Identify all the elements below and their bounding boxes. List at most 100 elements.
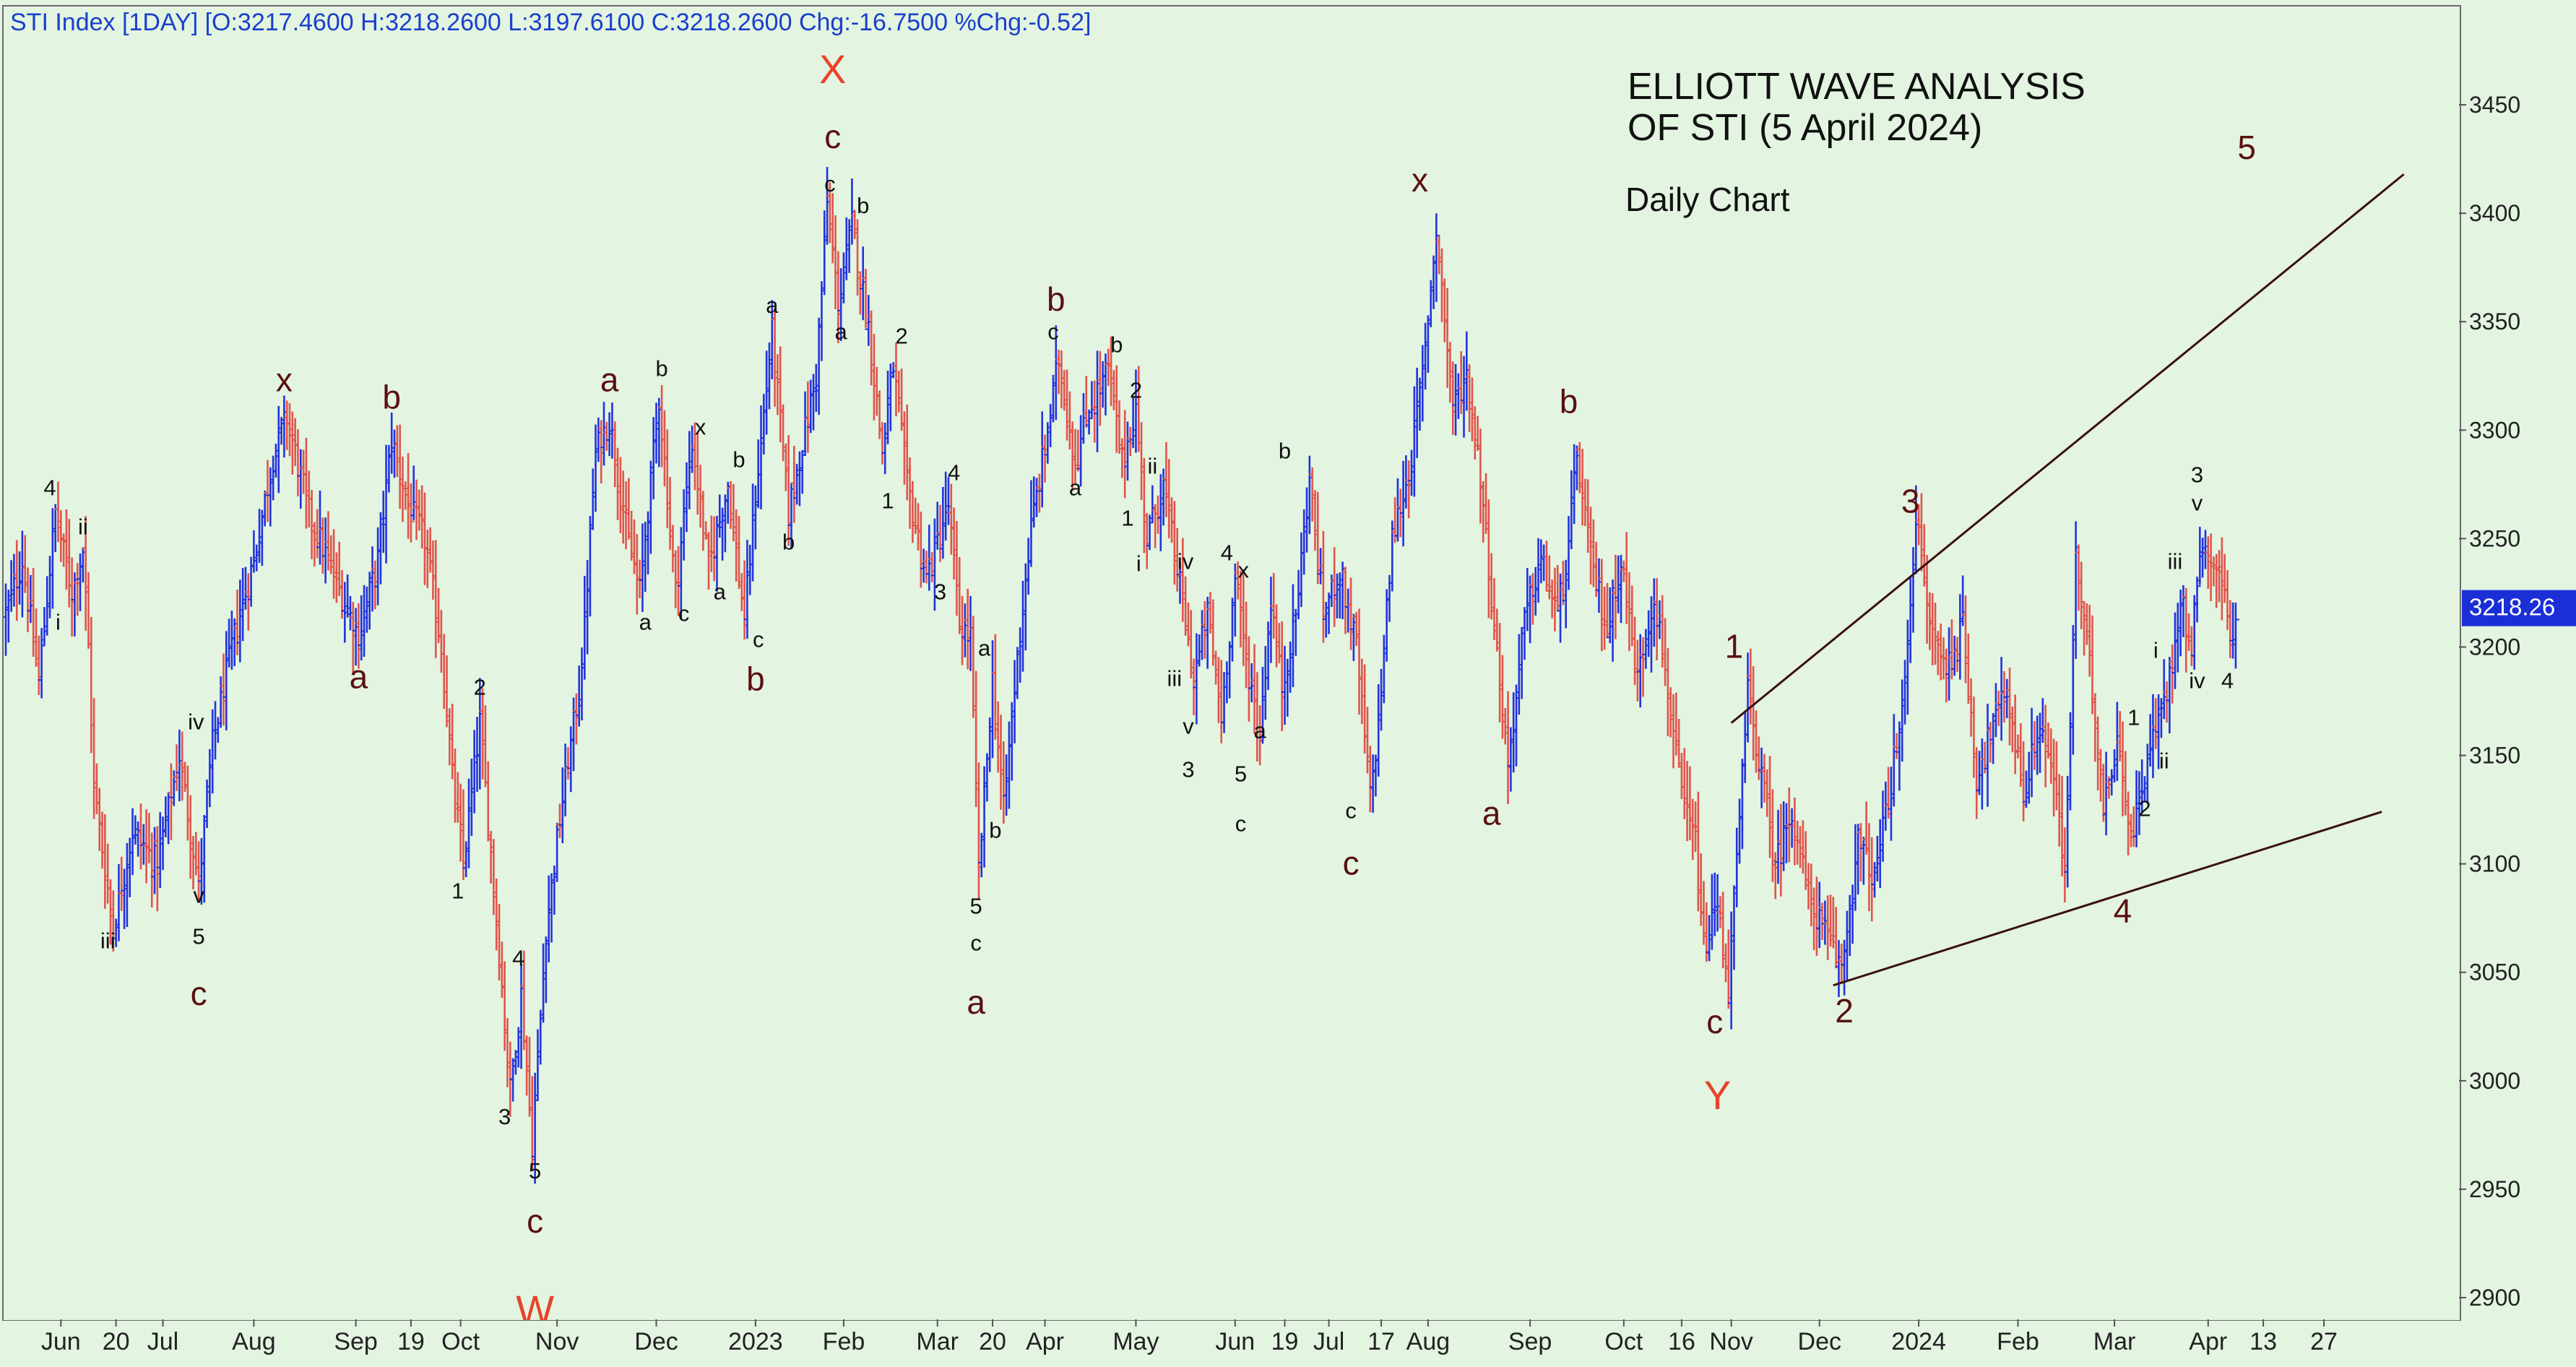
wave-label: 2 xyxy=(474,675,486,700)
wave-label: 1 xyxy=(451,879,464,904)
wave-label: b xyxy=(1279,438,1291,463)
y-tick-label: 3000 xyxy=(2469,1068,2520,1094)
wave-label: 4 xyxy=(948,460,960,485)
wave-label: a xyxy=(1254,718,1267,743)
y-tick-label: 3400 xyxy=(2469,200,2520,226)
wave-label: i xyxy=(56,609,61,634)
x-tick-label: Sep xyxy=(334,1328,378,1355)
x-tick-label: Mar xyxy=(916,1328,959,1355)
chart-header: STI Index [1DAY] [O:3217.4600 H:3218.260… xyxy=(10,9,1091,36)
y-tick-label: 3350 xyxy=(2469,309,2520,335)
wave-label: x xyxy=(695,414,706,439)
price-bar xyxy=(854,219,862,296)
x-tick-label: 20 xyxy=(979,1328,1006,1355)
x-tick-label: Feb xyxy=(823,1328,865,1355)
wave-label: 2 xyxy=(1835,992,1854,1030)
wave-label: 4 xyxy=(1221,540,1233,565)
wave-label: x xyxy=(276,361,293,398)
price-bar xyxy=(1085,409,1093,435)
x-tick-label: 16 xyxy=(1668,1328,1695,1355)
x-tick-label: Oct xyxy=(441,1328,480,1355)
x-tick-label: Nov xyxy=(535,1328,579,1355)
last-price-marker: 3218.26 xyxy=(2462,590,2576,626)
wave-label: c xyxy=(678,600,690,626)
x-tick-label: Dec xyxy=(634,1328,678,1355)
wave-label: 2 xyxy=(895,323,907,348)
x-tick-label: 19 xyxy=(397,1328,425,1355)
wave-label: ii xyxy=(2159,749,2169,774)
chart-subtitle: Daily Chart xyxy=(1625,181,1790,218)
wave-label: i xyxy=(2153,637,2158,663)
wave-label: c xyxy=(753,626,764,652)
wave-label: 4 xyxy=(43,475,56,500)
wave-label: 4 xyxy=(2221,668,2234,694)
wave-label: a xyxy=(766,293,779,318)
y-tick-label: 2900 xyxy=(2469,1285,2520,1311)
wave-label: c xyxy=(1047,319,1059,344)
x-axis: Jun 20 Jul Aug Sep 19 Oct Nov Dec 2023 Feb Mar 20 Apr… xyxy=(41,1319,2338,1355)
wave-label: b xyxy=(1560,382,1578,420)
wave-label: 5 xyxy=(970,894,982,919)
x-tick-label: Jun xyxy=(1215,1328,1255,1355)
wave-label: b xyxy=(746,660,765,698)
wave-label: x xyxy=(1412,161,1428,199)
y-tick-label: 3150 xyxy=(2469,743,2520,769)
wave-label: b xyxy=(656,355,668,381)
wave-label: b xyxy=(782,529,795,554)
wave-label: b xyxy=(1047,280,1066,318)
wave-label: c xyxy=(970,931,982,956)
y-tick-label: 3250 xyxy=(2469,525,2520,551)
wave-label: 3 xyxy=(498,1104,511,1129)
wave-label: b xyxy=(989,818,1001,843)
x-tick-label: 20 xyxy=(103,1328,130,1355)
wave-label: 3 xyxy=(1182,757,1194,782)
wave-label: 5 xyxy=(1235,762,1247,787)
wave-label: c xyxy=(1343,845,1360,882)
wave-label: Y xyxy=(1704,1072,1731,1118)
wave-label: 5 xyxy=(2237,129,2256,166)
chart-title-line2: OF STI (5 April 2024) xyxy=(1628,107,1982,149)
wave-label: X xyxy=(819,46,846,92)
x-tick-label: Jul xyxy=(147,1328,178,1355)
wave-label: iii xyxy=(100,928,116,954)
x-axis-area xyxy=(0,1321,2576,1367)
wave-label: iii xyxy=(1167,666,1183,691)
trendline xyxy=(1833,811,2382,987)
wave-label: ii xyxy=(1147,453,1157,478)
x-tick-label: May xyxy=(1112,1328,1159,1355)
wave-label: 2 xyxy=(1130,377,1142,402)
x-tick-label: 13 xyxy=(2249,1328,2277,1355)
x-tick-label: 19 xyxy=(1271,1328,1299,1355)
price-bar xyxy=(407,483,415,543)
trendline xyxy=(1730,173,2405,724)
wave-label: a xyxy=(978,635,991,660)
x-tick-label: 2023 xyxy=(728,1328,783,1355)
chart-title-line1: ELLIOTT WAVE ANALYSIS xyxy=(1628,66,2086,108)
wave-label: a xyxy=(714,579,727,604)
x-tick-label: Apr xyxy=(1026,1328,1064,1355)
wave-label: ii xyxy=(78,514,88,539)
x-tick-label: Nov xyxy=(1709,1328,1752,1355)
wave-label: iv xyxy=(2189,668,2205,694)
wave-label: c xyxy=(527,1202,543,1240)
y-tick-label: 3300 xyxy=(2469,417,2520,443)
wave-label: c xyxy=(824,118,841,155)
wave-label: c xyxy=(1345,798,1357,824)
x-tick-label: Jul xyxy=(1313,1328,1344,1355)
wave-label: a xyxy=(967,983,985,1021)
wave-label: x xyxy=(1238,557,1250,582)
last-price-label: 3218.26 xyxy=(2469,594,2555,621)
x-tick-label: Aug xyxy=(232,1328,276,1355)
x-tick-label: 17 xyxy=(1367,1328,1395,1355)
wave-label: 5 xyxy=(192,924,204,949)
x-tick-label: Sep xyxy=(1508,1328,1552,1355)
y-tick-label: 3200 xyxy=(2469,634,2520,660)
price-bar xyxy=(1432,213,1440,302)
wave-label: a xyxy=(1069,475,1082,500)
y-axis: 2900 2950 3000 3050 3100 3150 3200 3250 3300 3350… xyxy=(2459,92,2520,1311)
x-tick-label: Aug xyxy=(1406,1328,1451,1355)
wave-label: 1 xyxy=(2127,705,2140,730)
wave-label: i xyxy=(1136,551,1141,576)
wave-label: 5 xyxy=(529,1158,541,1183)
